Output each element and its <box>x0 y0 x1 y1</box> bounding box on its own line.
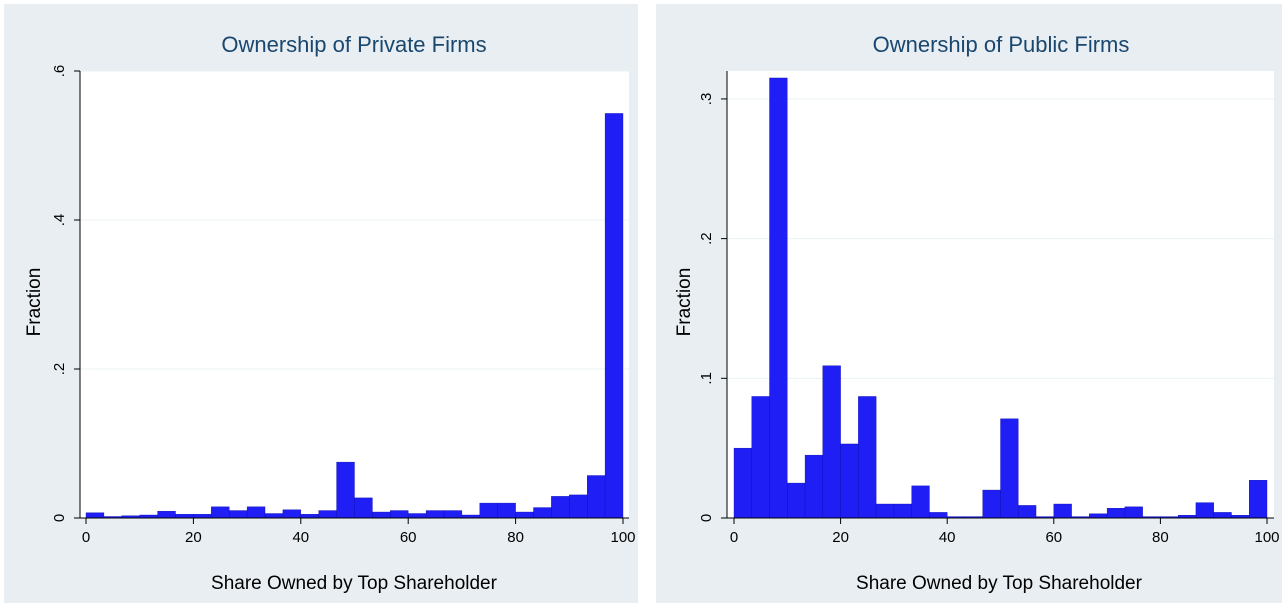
histogram-bar <box>229 511 247 518</box>
histogram-bar <box>355 498 373 518</box>
y-tick-label: .2 <box>698 232 715 245</box>
x-axis-label: Share Owned by Top Shareholder <box>856 573 1143 594</box>
x-axis-label: Share Owned by Top Shareholder <box>211 573 498 594</box>
histogram-bar <box>894 504 912 518</box>
y-tick-label: .1 <box>698 372 715 385</box>
histogram-bar <box>86 513 104 518</box>
histogram-bar <box>787 483 805 518</box>
histogram-bar <box>1196 503 1214 518</box>
chart-title: Ownership of Public Firms <box>873 32 1130 57</box>
x-tick-label: 40 <box>292 529 309 546</box>
histogram-bar <box>587 476 605 518</box>
histogram-bar <box>929 512 947 518</box>
histogram-bar <box>841 444 859 518</box>
histogram-bar <box>390 511 408 518</box>
y-tick-label: 0 <box>698 514 715 522</box>
histogram-bar <box>551 496 569 518</box>
histogram-bar <box>569 495 587 518</box>
histogram-bar <box>319 511 337 518</box>
x-tick-label: 100 <box>610 529 635 546</box>
histogram-bar <box>752 396 770 518</box>
histogram-bar <box>983 490 1001 518</box>
histogram-bar <box>770 78 788 518</box>
y-tick-label: .4 <box>51 214 68 227</box>
histogram-bar <box>823 366 841 518</box>
private-firms-chart: 0 .2 .4 .6 0 20 40 60 80 100 Ownership of Private… <box>4 4 638 603</box>
histogram-bar <box>426 511 444 518</box>
histogram-bar <box>534 508 552 518</box>
x-tick-label: 20 <box>832 529 849 546</box>
private-firms-panel: 0 .2 .4 .6 0 20 40 60 80 100 Ownership of Private… <box>4 4 638 603</box>
histogram-bar <box>1107 508 1125 518</box>
histogram-bar <box>805 455 823 518</box>
histogram-bar <box>444 511 462 518</box>
x-tick-label: 60 <box>400 529 417 546</box>
histogram-bar <box>876 504 894 518</box>
histogram-bar <box>408 514 426 518</box>
histogram-bar <box>211 507 229 518</box>
histogram-bar <box>265 514 283 518</box>
histogram-bar <box>1089 514 1107 518</box>
y-axis-label: Fraction <box>674 268 695 337</box>
x-tick-label: 40 <box>939 529 956 546</box>
x-tick-label: 60 <box>1045 529 1062 546</box>
x-tick-label: 0 <box>82 529 90 546</box>
public-firms-chart: 0 .1 .2 .3 0 20 40 60 80 100 Ownership of Public … <box>656 4 1282 603</box>
histogram-bar <box>1214 512 1232 518</box>
histogram-bar <box>912 486 930 518</box>
histogram-bar <box>1249 480 1267 518</box>
histogram-bar <box>283 510 301 518</box>
histogram-bar <box>480 503 498 518</box>
histogram-bar <box>175 514 193 518</box>
y-tick-label: .6 <box>51 65 68 78</box>
histogram-bar <box>301 514 319 518</box>
histogram-bar <box>858 396 876 518</box>
histogram-bar <box>734 448 752 518</box>
x-tick-label: 20 <box>185 529 202 546</box>
histogram-bar <box>1125 507 1143 518</box>
x-tick-label: 80 <box>1152 529 1169 546</box>
histogram-bar <box>193 514 211 518</box>
histogram-bar <box>158 511 176 518</box>
x-tick-label: 0 <box>730 529 738 546</box>
y-axis-label: Fraction <box>24 268 45 337</box>
x-tick-label: 80 <box>507 529 524 546</box>
histogram-bar <box>337 462 355 518</box>
histogram-bar <box>372 512 390 518</box>
histogram-bar <box>247 507 265 518</box>
y-tick-label: .3 <box>698 93 715 106</box>
public-firms-panel: 0 .1 .2 .3 0 20 40 60 80 100 Ownership of Public … <box>656 4 1282 603</box>
chart-title: Ownership of Private Firms <box>221 32 486 57</box>
histogram-bar <box>498 503 516 518</box>
plot-area <box>80 71 629 518</box>
y-tick-label: .2 <box>51 363 68 376</box>
histogram-bar <box>516 512 534 518</box>
histogram-bar <box>605 113 623 518</box>
histogram-bar <box>1054 504 1072 518</box>
y-tick-label: 0 <box>51 514 68 522</box>
histogram-bar <box>1001 419 1019 518</box>
x-tick-label: 100 <box>1254 529 1279 546</box>
histogram-bar <box>1018 505 1036 518</box>
